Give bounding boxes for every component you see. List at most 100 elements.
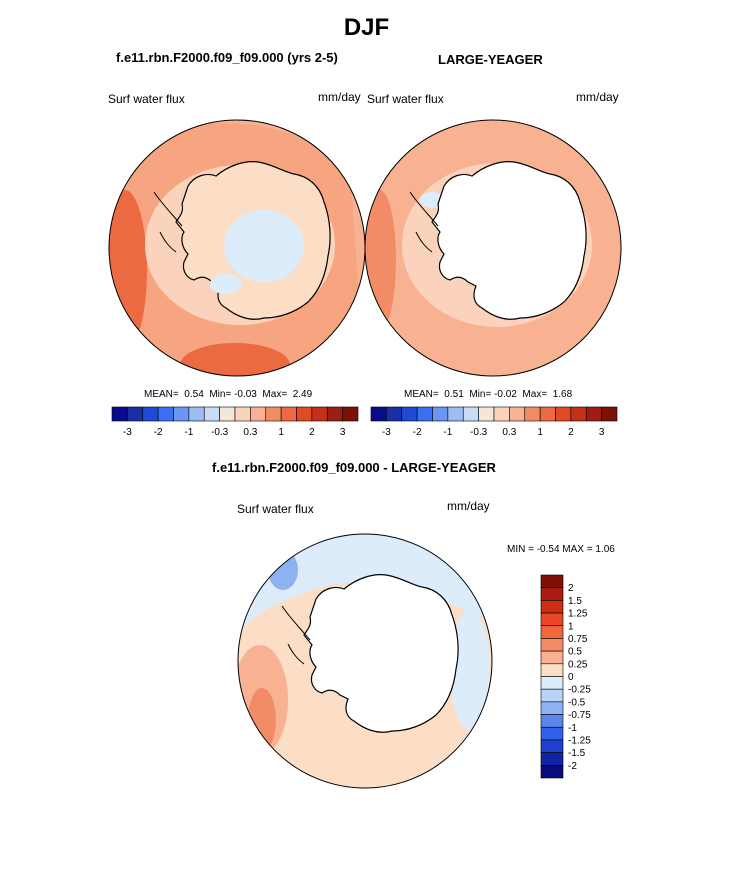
colorbar-right-swatch — [509, 406, 526, 422]
left-panel-title: f.e11.rbn.F2000.f09_f09.000 (yrs 2-5) — [116, 50, 338, 65]
colorbar-right-swatch — [585, 406, 602, 422]
map2-polar-plot — [364, 119, 622, 377]
colorbar-left-label: -1 — [184, 427, 193, 438]
map3-east-blue — [450, 610, 490, 730]
colorbar-diff-swatch — [540, 701, 564, 715]
map2-peninsula — [409, 191, 439, 253]
colorbar-left-swatch — [127, 406, 144, 422]
colorbar-left-label: 0.3 — [243, 427, 257, 438]
colorbar-diff-label: -0.5 — [568, 697, 586, 708]
colorbar-left-swatch — [234, 406, 251, 422]
colorbar-diff-label: -1.25 — [568, 735, 591, 746]
colorbar-diff-label: 2 — [568, 583, 574, 594]
colorbar-right-swatch — [370, 406, 387, 422]
map1-polar-plot — [108, 119, 366, 377]
map3-outline — [237, 533, 493, 789]
colorbar-right-swatch — [493, 406, 510, 422]
colorbar-right-swatch — [416, 406, 433, 422]
colorbar-diff-swatch — [540, 600, 564, 614]
right-panel-title: LARGE-YEAGER — [438, 52, 543, 67]
colorbar-diff-label: -1.5 — [568, 748, 586, 759]
colorbar-diff-swatch — [540, 574, 564, 588]
colorbar-diff-swatch — [540, 612, 564, 627]
colorbar-diff-label: -1 — [568, 723, 577, 734]
colorbar-right-swatch — [386, 406, 403, 422]
colorbar-left-swatch — [342, 406, 359, 422]
colorbar-diff-swatch — [540, 688, 564, 703]
colorbar-diff-label: 0.5 — [568, 647, 582, 658]
colorbar-right-swatch — [570, 406, 587, 422]
colorbar-right-swatch — [555, 406, 572, 422]
colorbar-diff-swatch — [540, 726, 564, 741]
colorbar-right-swatch — [478, 406, 495, 422]
page-title: DJF — [343, 14, 390, 41]
map1-peninsula — [153, 191, 183, 253]
colorbar-left-swatch — [157, 406, 174, 422]
colorbar-diff-label: -0.75 — [568, 710, 591, 721]
map2-stats: MEAN= 0.51 Min= -0.02 Max= 1.68 — [404, 389, 573, 400]
colorbar-left-swatch — [203, 406, 220, 422]
map3-minmax: MIN = -0.54 MAX = 1.06 — [507, 544, 615, 555]
colorbar-left-swatch — [296, 406, 313, 422]
colorbar-right-label: -2 — [413, 427, 422, 438]
colorbar-diff-label: -2 — [568, 761, 577, 772]
colorbar-left-label: 2 — [309, 427, 315, 438]
colorbar-right-swatch — [601, 406, 618, 422]
map2-variable: Surf water flux — [367, 92, 444, 106]
colorbar-diff-label: 0.75 — [568, 634, 588, 645]
colorbar-left-label: -3 — [123, 427, 132, 438]
colorbar-right-label: -0.3 — [470, 427, 488, 438]
colorbar-right-swatch — [524, 406, 541, 422]
colorbar-diff-swatch — [540, 587, 564, 601]
colorbar-left-swatch — [188, 406, 205, 422]
colorbar-diff-label: 1.25 — [568, 609, 588, 620]
colorbar-diff-label: -0.25 — [568, 685, 591, 696]
colorbar-right-label: -1 — [443, 427, 452, 438]
colorbar-left-label: -2 — [154, 427, 163, 438]
map1-plateau — [224, 210, 304, 282]
colorbar-right-swatch — [539, 406, 556, 422]
colorbar-diff-swatch — [540, 663, 564, 677]
colorbar-diff-swatch — [540, 638, 564, 652]
map1-south-patch — [180, 343, 290, 376]
colorbar-left-swatch — [280, 406, 297, 422]
colorbar-diff-swatch — [540, 739, 564, 753]
colorbar-left-swatch — [326, 406, 343, 422]
map1-variable: Surf water flux — [108, 92, 185, 106]
colorbar-diff-swatch — [540, 714, 564, 728]
colorbar-diff: 21.51.2510.750.50.250-0.25-0.5-0.75-1-1.… — [540, 574, 591, 779]
colorbar-left-label: -0.3 — [211, 427, 229, 438]
map1-ross-region — [210, 274, 242, 294]
map3-polar-plot — [237, 533, 493, 789]
map3-variable: Surf water flux — [237, 502, 314, 516]
colorbar-right-label: 3 — [599, 427, 605, 438]
map2-units: mm/day — [576, 90, 619, 104]
colorbar-left-swatch — [219, 406, 236, 422]
colorbar-left-swatch — [311, 406, 328, 422]
colorbar-right-label: 1 — [537, 427, 543, 438]
colorbar-diff-label: 0 — [568, 672, 574, 683]
colorbar-left-swatch — [265, 406, 282, 422]
colorbar-right-swatch — [462, 406, 479, 422]
map2-outline — [364, 119, 622, 377]
colorbar-diff-swatch — [540, 625, 564, 639]
map1-west-strip — [109, 190, 147, 350]
colorbar-diff-swatch — [540, 765, 564, 779]
colorbar-left-swatch — [142, 406, 159, 422]
colorbar-diff-label: 0.25 — [568, 659, 588, 670]
map3-units: mm/day — [447, 499, 490, 513]
colorbar-diff-label: 1.5 — [568, 596, 582, 607]
diff-title: f.e11.rbn.F2000.f09_f09.000 - LARGE-YEAG… — [212, 460, 496, 475]
colorbar-right: -3 -2 -1 -0.3 0.3 1 2 3 — [370, 406, 618, 438]
colorbar-left-swatch — [173, 406, 190, 422]
colorbar-left-label: 1 — [278, 427, 284, 438]
map3-peninsula — [281, 605, 311, 665]
colorbar-diff-swatch — [540, 676, 564, 690]
colorbar-left-swatch — [111, 406, 128, 422]
colorbar-right-swatch — [401, 406, 418, 422]
colorbar-diff-label: 1 — [568, 621, 574, 632]
colorbar-right-swatch — [432, 406, 449, 422]
colorbar-right-label: -3 — [382, 427, 391, 438]
colorbar-diff-swatch — [540, 752, 564, 766]
